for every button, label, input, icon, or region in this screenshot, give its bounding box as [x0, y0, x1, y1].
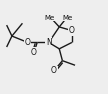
- Text: Me: Me: [45, 15, 55, 21]
- Text: O: O: [31, 48, 37, 57]
- Text: Me: Me: [63, 15, 73, 21]
- Text: O: O: [25, 38, 31, 47]
- Text: O: O: [51, 66, 57, 75]
- Text: O: O: [69, 26, 75, 35]
- Text: N: N: [46, 38, 52, 47]
